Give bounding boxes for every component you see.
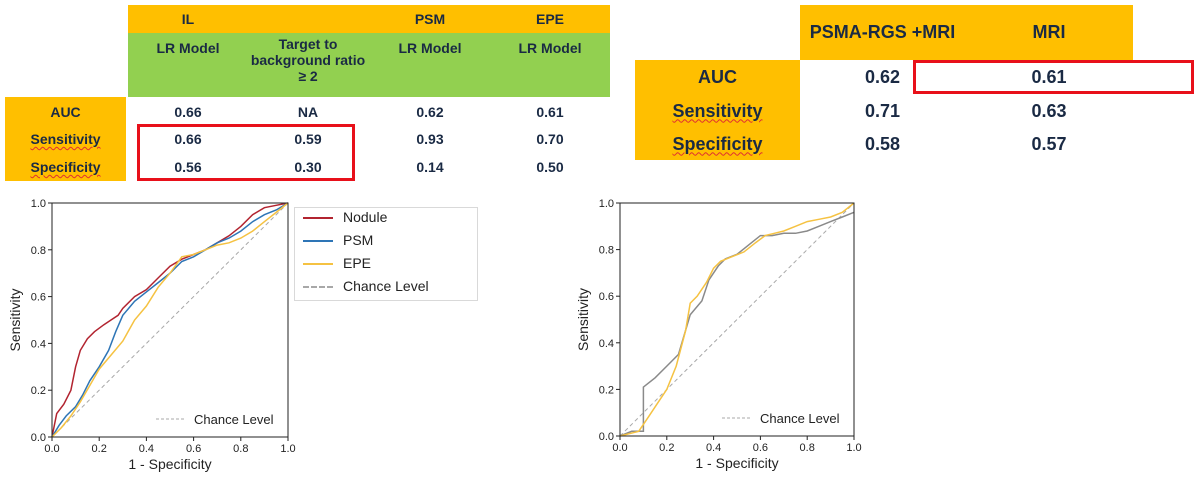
plot-frame [51, 202, 289, 438]
x-tick-label: 0.0 [612, 442, 627, 454]
y-tick-label: 0.6 [31, 292, 46, 304]
row-label-sensitivity: Sensitivity [30, 131, 101, 147]
x-tick-label: 0.6 [186, 443, 201, 455]
chance-legend-label: Chance Level [760, 411, 840, 426]
t2-row-label-specificity: Specificity [672, 133, 763, 154]
t1-cell: 0.93 [416, 131, 444, 147]
x-tick-label: 0.4 [706, 442, 721, 454]
y-tick-label: 0.4 [31, 338, 46, 350]
t2-label-bar [635, 60, 800, 160]
roc-curve-nodule [51, 202, 289, 438]
x-tick-label: 0.2 [659, 442, 674, 454]
roc-curve-mri [619, 202, 855, 437]
highlight-box-mri-auc [913, 60, 1194, 94]
y-tick-label: 0.8 [31, 245, 46, 257]
y-axis-label: Sensitivity [7, 288, 23, 351]
row-label-specificity: Specificity [30, 159, 101, 175]
subheader-lr-il: LR Model [156, 40, 220, 56]
x-axis-label: 1 - Specificity [128, 456, 211, 472]
t1-cell: 0.50 [536, 159, 564, 175]
y-tick-label: 1.0 [31, 198, 46, 210]
x-tick-label: 0.0 [44, 443, 59, 455]
chance-legend-label: Chance Level [194, 412, 274, 427]
t2-cell: 0.63 [1031, 100, 1067, 121]
t1-cell: 0.14 [416, 159, 444, 175]
row-label-bar [5, 97, 126, 181]
y-tick-label: 0.0 [31, 432, 46, 444]
t2-cell: 0.58 [864, 133, 901, 154]
t2-header-bar [800, 5, 1133, 60]
legend-swatch-epe [303, 263, 333, 265]
legend-label-nodule: Nodule [343, 209, 388, 225]
y-tick-label: 0.8 [599, 245, 614, 257]
y-axis-label: Sensitivity [575, 288, 591, 351]
chance-line [619, 202, 855, 437]
legend-swatch-chance [303, 286, 333, 288]
t2-cell: 0.62 [864, 66, 901, 87]
x-tick-label: 0.6 [753, 442, 768, 454]
t2-cell: 0.71 [864, 100, 901, 121]
group-header-psm: PSM [414, 11, 446, 27]
legend-label-psm: PSM [343, 232, 374, 248]
t2-cell: 0.61 [1031, 66, 1067, 87]
t2-row-label-auc: AUC [698, 66, 737, 87]
t1-cell: 0.56 [174, 159, 202, 175]
t1-cell: 0.30 [294, 159, 322, 175]
x-axis-label: 1 - Specificity [695, 455, 778, 471]
roc-chart-left: 0.00.0 0.2 0.2 0.4 0.4 0.6 0.6 0.8 0.8 1.0 1.0 1 - … [7, 198, 296, 472]
t2-header-psma: PSMA-RGS +MRI [809, 22, 956, 42]
y-tick-label: 0.6 [599, 291, 614, 303]
subheader-bar [128, 33, 610, 97]
x-tick-label: 0.8 [800, 442, 815, 454]
x-tick-label: 0.4 [139, 443, 154, 455]
y-tick-label: 1.0 [599, 198, 614, 210]
t1-cell: 0.66 [174, 131, 202, 147]
t1-cell: 0.66 [174, 104, 202, 120]
x-tick-label: 0.8 [233, 443, 248, 455]
x-tick-label: 1.0 [280, 443, 295, 455]
subheader-lr-psm: LR Model [398, 40, 462, 56]
y-tick-label: 0.2 [31, 385, 46, 397]
y-tick-label: 0.0 [599, 431, 614, 443]
t2-row-label-sensitivity: Sensitivity [672, 100, 763, 121]
legend-swatch-nodule [303, 217, 333, 219]
legend-label-chance: Chance Level [343, 278, 429, 294]
t2-header-mri: MRI [1032, 22, 1066, 42]
x-tick-label: 1.0 [846, 442, 861, 454]
plot-frame [619, 202, 855, 437]
legend-label-epe: EPE [343, 255, 372, 271]
legend-swatch-psm [303, 240, 333, 242]
header-bar [128, 5, 610, 33]
group-header-il: IL [181, 11, 195, 27]
row-label-auc: AUC [50, 104, 81, 120]
t1-cell: 0.59 [294, 131, 322, 147]
highlight-box-il [137, 124, 355, 181]
subheader-tbr: Target to background ratio ≥ 2 [250, 36, 366, 84]
legend: Nodule PSM EPE Chance Level [294, 207, 478, 301]
x-tick-label: 0.2 [92, 443, 107, 455]
roc-chart-right: 0.00.0 0.2 0.2 0.4 0.4 0.6 0.6 0.8 0.8 1.0 1.0 1 - … [575, 198, 862, 471]
roc-curve-epe [51, 202, 289, 438]
t2-cell: 0.57 [1031, 133, 1067, 154]
t1-cell: NA [297, 104, 319, 120]
t1-cell: 0.62 [416, 104, 444, 120]
t1-cell: 0.70 [536, 131, 564, 147]
t1-cell: 0.61 [536, 104, 564, 120]
y-tick-label: 0.4 [599, 338, 614, 350]
y-tick-label: 0.2 [599, 384, 614, 396]
roc-curve-psma-rgs-mri [619, 211, 855, 437]
group-header-epe: EPE [535, 11, 564, 27]
roc-curve-psm [51, 202, 289, 438]
subheader-lr-epe: LR Model [518, 40, 582, 56]
chance-line [51, 202, 289, 438]
